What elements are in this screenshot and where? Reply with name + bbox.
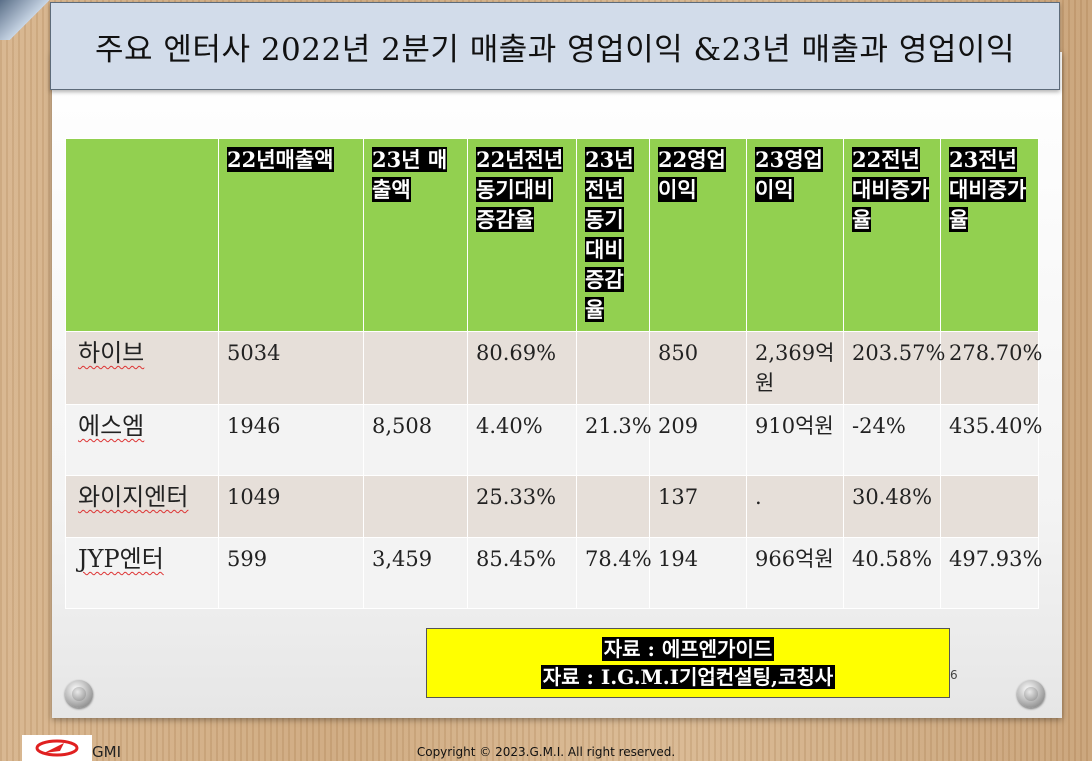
header-cell: 22영업이익 — [649, 138, 747, 332]
table-row: 와이지엔터 1049 25.33% 137 . 30.48% — [65, 475, 1039, 538]
table-cell: 2,369억원 — [746, 331, 844, 405]
table-row: 에스엠 1946 8,508 4.40% 21.3% 209 910억원 -24… — [65, 404, 1042, 476]
company-name: 하이브 — [65, 331, 219, 405]
table-cell: 966억원 — [746, 537, 844, 609]
source-line-1: 자료 : 에프엔가이드 — [601, 637, 775, 661]
table-cell: 5034 — [218, 331, 364, 405]
table-cell: 78.4% — [576, 537, 652, 609]
source-line-2: 자료 : I.G.M.I기업컨설팅,코칭사 — [540, 665, 836, 689]
table-cell: 80.69% — [467, 331, 577, 405]
table-cell: 194 — [649, 537, 747, 609]
table-cell: 40.58% — [843, 537, 941, 609]
company-name: JYP엔터 — [65, 537, 219, 609]
table-cell: 203.57% — [843, 331, 945, 405]
logo-mark-icon — [35, 739, 79, 757]
table-cell: 435.40% — [940, 404, 1042, 476]
table-cell: 21.3% — [576, 404, 652, 476]
table-cell: -24% — [843, 404, 941, 476]
table-cell — [576, 331, 650, 405]
logo — [22, 735, 92, 761]
table-cell: 137 — [649, 475, 747, 538]
table-cell: 8,508 — [363, 404, 468, 476]
data-table: 22년매출액 23년 매출액 22년전년동기대비증감율 23년전년동기대비증감율… — [65, 138, 1042, 609]
header-cell: 23전년대비증가율 — [940, 138, 1039, 332]
table-cell: 1946 — [218, 404, 364, 476]
table-cell: 85.45% — [467, 537, 577, 609]
table-cell — [363, 331, 468, 405]
table-cell: 910억원 — [746, 404, 844, 476]
source-box: 자료 : 에프엔가이드 자료 : I.G.M.I기업컨설팅,코칭사 — [426, 628, 950, 698]
table-row: JYP엔터 599 3,459 85.45% 78.4% 194 966억원 4… — [65, 537, 1042, 609]
table-cell: 4.40% — [467, 404, 577, 476]
title-bar: 주요 엔터사 2022년 2분기 매출과 영업이익 &23년 매출과 영업이익 — [50, 2, 1060, 90]
header-cell: 23년 매출액 — [363, 138, 468, 332]
header-cell: 22전년대비증가율 — [843, 138, 941, 332]
copyright-footer: Copyright © 2023.G.M.I. All right reserv… — [416, 745, 676, 759]
table-cell: 209 — [649, 404, 747, 476]
table-cell: . — [746, 475, 844, 538]
page-number: 6 — [950, 668, 958, 682]
table-cell — [940, 475, 1039, 538]
table-cell: 3,459 — [363, 537, 468, 609]
table-cell: 278.70% — [940, 331, 1042, 405]
header-row: 22년매출액 23년 매출액 22년전년동기대비증감율 23년전년동기대비증감율… — [65, 138, 1039, 332]
header-cell: 23영업이익 — [746, 138, 844, 332]
screw-icon — [65, 680, 93, 708]
logo-text: GMI — [92, 743, 121, 761]
table-cell — [576, 475, 650, 538]
table-cell: 497.93% — [940, 537, 1042, 609]
table-cell — [363, 475, 468, 538]
slide-title: 주요 엔터사 2022년 2분기 매출과 영업이익 &23년 매출과 영업이익 — [95, 31, 1015, 68]
table-cell: 30.48% — [843, 475, 941, 538]
table-cell: 850 — [649, 331, 747, 405]
table-cell: 1049 — [218, 475, 364, 538]
company-name: 에스엠 — [65, 404, 219, 476]
table-row: 하이브 5034 80.69% 850 2,369억원 203.57% 278.… — [65, 331, 1042, 405]
screw-icon — [1017, 680, 1045, 708]
company-name: 와이지엔터 — [65, 475, 219, 538]
header-cell: 22년전년동기대비증감율 — [467, 138, 577, 332]
header-cell-empty — [65, 138, 219, 332]
header-cell: 22년매출액 — [218, 138, 364, 332]
header-cell: 23년전년동기대비증감율 — [576, 138, 650, 332]
table-cell: 599 — [218, 537, 364, 609]
table-cell: 25.33% — [467, 475, 577, 538]
